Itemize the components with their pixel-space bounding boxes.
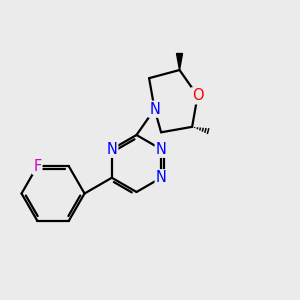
Polygon shape	[176, 53, 182, 70]
Text: N: N	[106, 142, 117, 157]
Text: O: O	[192, 88, 203, 103]
Text: N: N	[149, 102, 160, 117]
Text: F: F	[33, 159, 41, 174]
Text: N: N	[156, 142, 167, 157]
Text: N: N	[156, 170, 167, 185]
